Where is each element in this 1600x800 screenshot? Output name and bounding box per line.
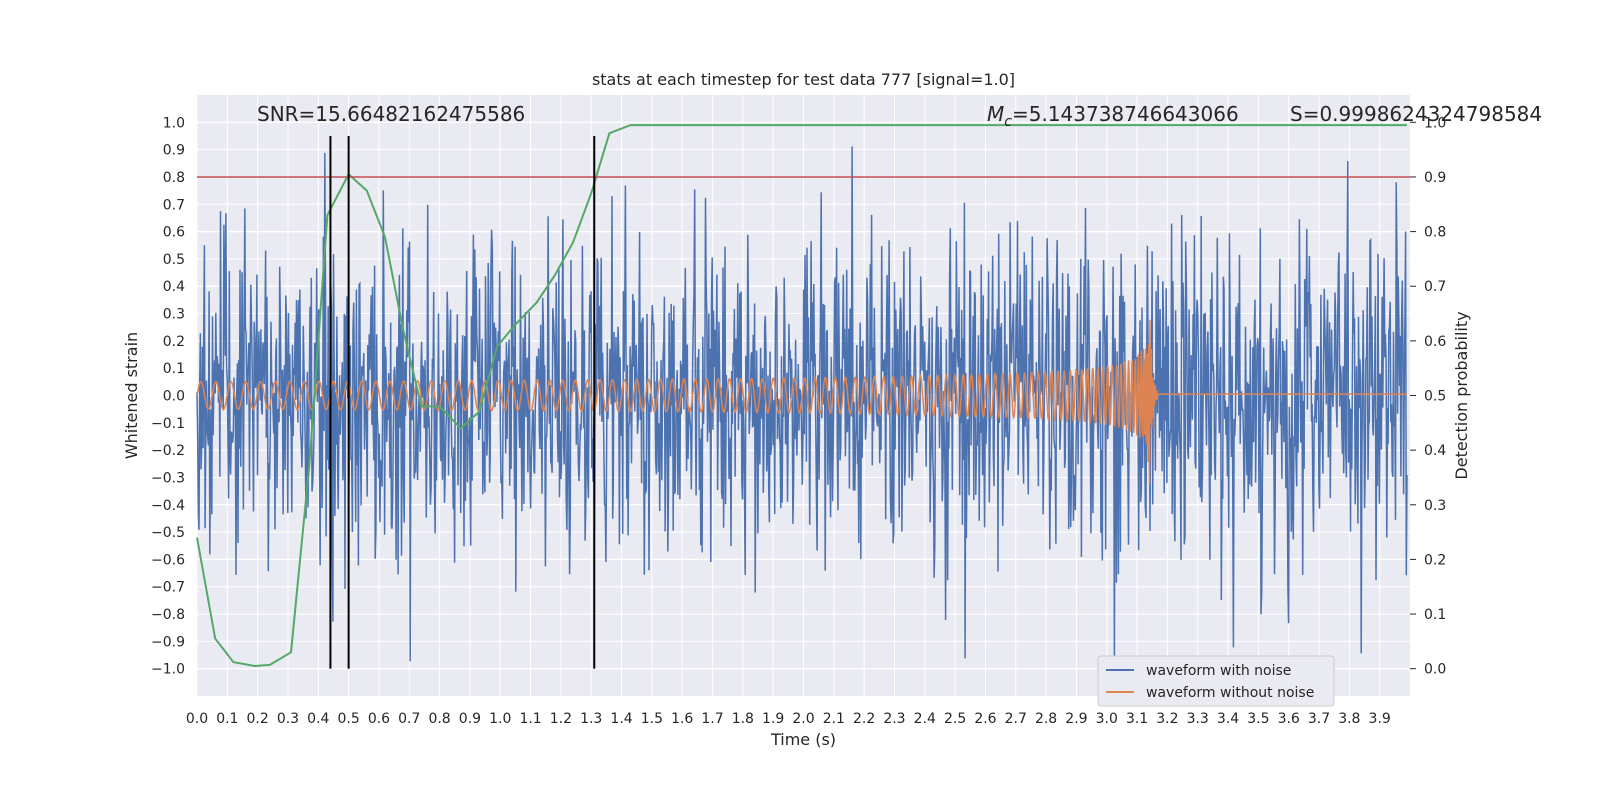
y-tick-label: 0.1 xyxy=(163,361,185,377)
y2-tick-label: 0.3 xyxy=(1424,498,1446,514)
x-tick-label: 0.7 xyxy=(398,711,420,727)
clean-waveform-line xyxy=(196,319,1407,486)
x-tick-label: 3.2 xyxy=(1156,711,1178,727)
y-tick-label: 0.3 xyxy=(163,307,185,323)
clean-series-layer xyxy=(196,319,1407,486)
mc-value: =5.143738746643066 xyxy=(1012,102,1239,126)
y-tick-label: −0.9 xyxy=(151,634,185,650)
x-tick-label: 1.0 xyxy=(489,711,511,727)
x-tick-label: 3.0 xyxy=(1096,711,1118,727)
snr-annotation: SNR=15.66482162475586 xyxy=(257,102,525,126)
noise-series-layer xyxy=(196,146,1408,669)
chart-title: stats at each timestep for test data 777… xyxy=(592,70,1015,89)
y2-tick-label: 0.4 xyxy=(1424,443,1446,459)
x-tick-label: 3.3 xyxy=(1187,711,1209,727)
x-tick-label: 2.8 xyxy=(1035,711,1057,727)
y-tick-label: 0.2 xyxy=(163,334,185,350)
x-tick-label: 2.9 xyxy=(1065,711,1087,727)
x-tick-label: 2.0 xyxy=(792,711,814,727)
x-tick-label: 1.6 xyxy=(671,711,693,727)
y-tick-label: 0.8 xyxy=(163,170,185,186)
x-tick-label: 0.1 xyxy=(216,711,238,727)
x-tick-label: 3.6 xyxy=(1278,711,1300,727)
x-tick-label: 0.2 xyxy=(247,711,269,727)
noise-waveform-line xyxy=(196,146,1408,669)
x-tick-label: 1.5 xyxy=(641,711,663,727)
x-tick-label: 2.4 xyxy=(914,711,936,727)
y-tick-label: 0.5 xyxy=(163,252,185,268)
y-tick-label: 0.0 xyxy=(163,389,185,405)
marks-layer xyxy=(197,135,1410,669)
x-tick-label: 0.6 xyxy=(368,711,390,727)
x-tick-label: 2.7 xyxy=(1005,711,1027,727)
y-tick-label: −0.8 xyxy=(151,607,185,623)
y-tick-label: 0.7 xyxy=(163,197,185,213)
x-tick-label: 2.5 xyxy=(944,711,966,727)
ticks-layer: 0.0 0.1 0.2 0.3 0.4 0.5 0.6 0.7 0.8 0.9 1.0 1.1 1.2 1… xyxy=(151,115,1446,727)
x-tick-label: 0.8 xyxy=(428,711,450,727)
y-tick-label: −0.5 xyxy=(151,525,185,541)
x-tick-label: 2.6 xyxy=(974,711,996,727)
x-tick-label: 0.0 xyxy=(186,711,208,727)
x-tick-label: 0.5 xyxy=(337,711,359,727)
y-tick-label: −0.2 xyxy=(151,443,185,459)
x-tick-label: 1.4 xyxy=(610,711,632,727)
y-tick-label: 0.4 xyxy=(163,279,185,295)
y-tick-label: 0.6 xyxy=(163,225,185,241)
y-tick-label: 0.9 xyxy=(163,143,185,159)
y-axis-label: Whitened strain xyxy=(122,332,141,459)
detection-probability-line xyxy=(196,124,1407,668)
y2-tick-label: 0.2 xyxy=(1424,552,1446,568)
y-tick-label: −0.6 xyxy=(151,552,185,568)
x-tick-label: 3.4 xyxy=(1217,711,1239,727)
x-tick-label: 2.1 xyxy=(823,711,845,727)
x-tick-label: 3.7 xyxy=(1308,711,1330,727)
x-tick-label: 3.9 xyxy=(1369,711,1391,727)
mc-subscript: c xyxy=(1004,114,1012,130)
y2-tick-label: 0.6 xyxy=(1424,334,1446,350)
y-tick-label: −0.1 xyxy=(151,416,185,432)
x-tick-label: 3.1 xyxy=(1126,711,1148,727)
x-tick-label: 0.4 xyxy=(307,711,329,727)
x-tick-label: 1.3 xyxy=(580,711,602,727)
x-tick-label: 1.8 xyxy=(732,711,754,727)
y-tick-label: −0.3 xyxy=(151,470,185,486)
x-tick-label: 0.3 xyxy=(277,711,299,727)
y2-tick-label: 0.1 xyxy=(1424,607,1446,623)
mc-symbol: M xyxy=(987,102,1004,126)
y-tick-label: −0.7 xyxy=(151,580,185,596)
y2-tick-label: 0.9 xyxy=(1424,170,1446,186)
x-tick-label: 0.9 xyxy=(459,711,481,727)
chirp-mass-annotation: Mc=5.143738746643066 xyxy=(987,102,1239,130)
y-tick-label: 1.0 xyxy=(163,115,185,131)
y2-axis-label: Detection probability xyxy=(1452,311,1471,479)
y2-tick-label: 1.0 xyxy=(1424,115,1446,131)
y2-tick-label: 0.7 xyxy=(1424,279,1446,295)
x-axis-label: Time (s) xyxy=(770,730,836,749)
x-tick-label: 2.2 xyxy=(853,711,875,727)
x-tick-label: 1.9 xyxy=(762,711,784,727)
x-tick-label: 1.7 xyxy=(701,711,723,727)
y2-tick-label: 0.5 xyxy=(1424,389,1446,405)
legend-entry-clean: waveform without noise xyxy=(1146,685,1314,701)
y-tick-label: −1.0 xyxy=(151,662,185,678)
probability-layer xyxy=(196,124,1407,668)
x-tick-label: 3.8 xyxy=(1338,711,1360,727)
grid xyxy=(196,95,1410,696)
y2-tick-label: 0.0 xyxy=(1424,662,1446,678)
x-tick-label: 3.5 xyxy=(1247,711,1269,727)
x-tick-label: 1.2 xyxy=(550,711,572,727)
y2-tick-label: 0.8 xyxy=(1424,225,1446,241)
x-tick-label: 2.3 xyxy=(883,711,905,727)
s-annotation: S=0.9998624324798584 xyxy=(1290,102,1542,126)
legend: waveform with noise waveform without noi… xyxy=(1097,655,1335,707)
x-tick-label: 1.1 xyxy=(519,711,541,727)
legend-entry-noise: waveform with noise xyxy=(1146,663,1291,679)
legend-box xyxy=(1097,655,1335,707)
y-tick-label: −0.4 xyxy=(151,498,185,514)
